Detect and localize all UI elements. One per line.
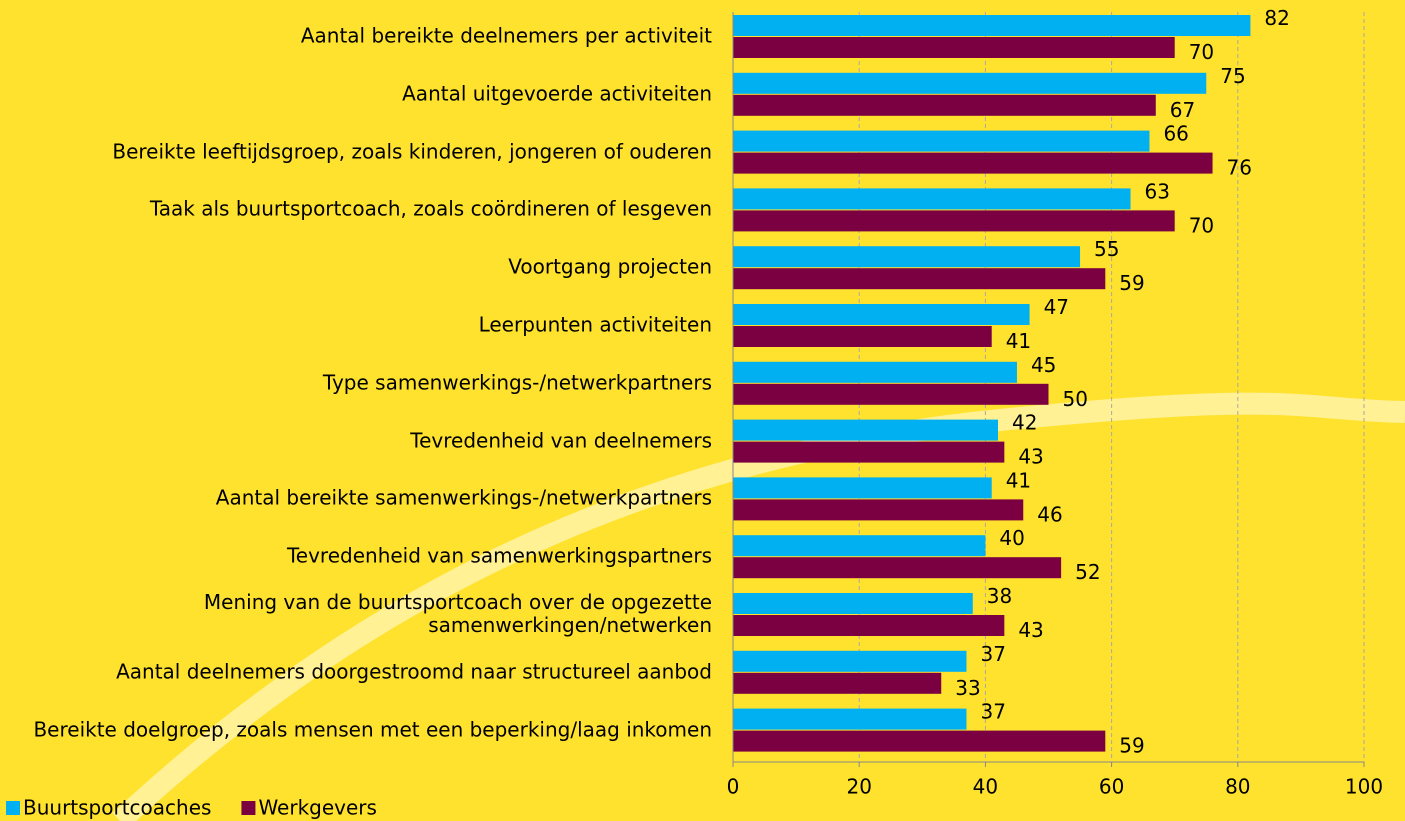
category-label: Tevredenheid van deelnemers <box>0 429 712 452</box>
bar <box>733 153 1213 174</box>
category-label: Aantal deelnemers doorgestroomd naar str… <box>0 660 712 683</box>
bar <box>733 499 1023 520</box>
bar <box>733 15 1250 36</box>
x-tick-label: 100 <box>1345 775 1383 799</box>
bar <box>733 362 1017 383</box>
category-label: Type samenwerkings-/netwerkpartners <box>0 371 712 394</box>
value-label: 42 <box>1012 411 1037 435</box>
bar <box>733 384 1049 405</box>
value-label: 67 <box>1170 98 1195 122</box>
bar <box>733 615 1004 636</box>
category-label: Leerpunten activiteiten <box>0 314 712 337</box>
value-label: 43 <box>1018 618 1043 642</box>
legend-label: Werkgevers <box>258 796 377 820</box>
bar <box>733 304 1030 325</box>
value-label: 47 <box>1044 295 1069 319</box>
bar <box>733 651 966 672</box>
category-label: Bereikte leeftijdsgroep, zoals kinderen,… <box>0 140 712 163</box>
page: 0204060801008270756766766370555947414550… <box>0 0 1405 821</box>
category-label: Tevredenheid van samenwerkingspartners <box>0 545 712 568</box>
value-label: 50 <box>1063 387 1088 411</box>
x-tick-label: 80 <box>1225 775 1250 799</box>
legend-swatch <box>6 801 20 815</box>
value-label: 70 <box>1189 40 1214 64</box>
value-label: 41 <box>1006 329 1031 353</box>
value-label: 38 <box>987 584 1012 608</box>
value-label: 59 <box>1119 271 1144 295</box>
value-label: 63 <box>1145 179 1170 203</box>
value-label: 75 <box>1220 64 1245 88</box>
bar <box>733 246 1080 267</box>
value-label: 45 <box>1031 353 1056 377</box>
bar <box>733 73 1206 94</box>
bar <box>733 477 992 498</box>
legend-swatch <box>241 801 255 815</box>
category-label: Aantal bereikte samenwerkings-/netwerkpa… <box>0 487 712 510</box>
category-label: Aantal uitgevoerde activiteiten <box>0 82 712 105</box>
value-label: 43 <box>1018 445 1043 469</box>
value-label: 46 <box>1037 502 1062 526</box>
value-label: 66 <box>1163 122 1188 146</box>
category-label: Voortgang projecten <box>0 256 712 279</box>
bar <box>733 95 1156 116</box>
x-tick-label: 60 <box>1099 775 1124 799</box>
bar <box>733 326 992 347</box>
bar <box>733 420 998 441</box>
value-label: 40 <box>999 526 1024 550</box>
value-label: 37 <box>980 700 1005 724</box>
bar <box>733 210 1175 231</box>
bar <box>733 673 941 694</box>
x-tick-label: 40 <box>973 775 998 799</box>
category-label: Mening van de buurtsportcoach over de op… <box>0 591 712 637</box>
value-label: 37 <box>980 642 1005 666</box>
bar <box>733 557 1061 578</box>
chart: 0204060801008270756766766370555947414550… <box>0 0 1405 821</box>
bar <box>733 731 1105 752</box>
value-label: 33 <box>955 676 980 700</box>
category-label: Aantal bereikte deelnemers per activitei… <box>0 25 712 48</box>
value-label: 55 <box>1094 237 1119 261</box>
value-label: 76 <box>1227 156 1252 180</box>
bar <box>733 442 1004 463</box>
x-tick-label: 20 <box>846 775 871 799</box>
bar <box>733 268 1105 289</box>
bar <box>733 188 1131 209</box>
value-label: 52 <box>1075 560 1100 584</box>
bar <box>733 535 985 556</box>
bar <box>733 709 966 730</box>
category-label: Taak als buurtsportcoach, zoals coördine… <box>0 198 712 221</box>
value-label: 59 <box>1119 734 1144 758</box>
value-label: 82 <box>1264 6 1289 30</box>
bar <box>733 37 1175 58</box>
bar <box>733 593 973 614</box>
category-label: Bereikte doelgroep, zoals mensen met een… <box>0 718 712 741</box>
legend-label: Buurtsportcoaches <box>23 796 211 820</box>
bar <box>733 131 1149 152</box>
value-label: 70 <box>1189 213 1214 237</box>
value-label: 41 <box>1006 468 1031 492</box>
x-tick-label: 0 <box>727 775 740 799</box>
